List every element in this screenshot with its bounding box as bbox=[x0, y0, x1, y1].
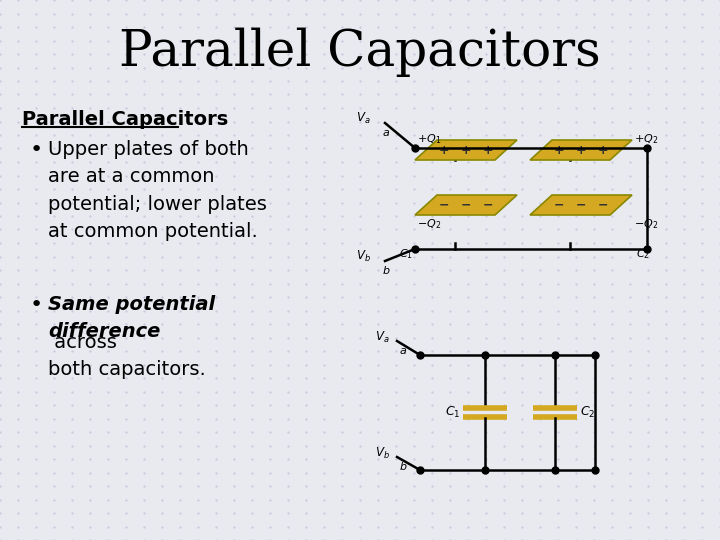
Text: −: − bbox=[483, 199, 494, 212]
Text: Upper plates of both
are at a common
potential; lower plates
at common potential: Upper plates of both are at a common pot… bbox=[48, 140, 267, 241]
Text: a: a bbox=[383, 128, 390, 138]
Text: •: • bbox=[30, 295, 43, 315]
Polygon shape bbox=[530, 140, 632, 160]
Text: −: − bbox=[598, 199, 608, 212]
Text: Parallel Capacitors: Parallel Capacitors bbox=[22, 110, 228, 129]
Text: across
both capacitors.: across both capacitors. bbox=[48, 333, 206, 379]
Text: −: − bbox=[461, 199, 472, 212]
Text: −: − bbox=[554, 199, 564, 212]
Text: $V_b$: $V_b$ bbox=[375, 446, 390, 461]
Text: $C_1$: $C_1$ bbox=[399, 247, 413, 261]
Text: b: b bbox=[400, 462, 407, 472]
Text: −: − bbox=[438, 199, 449, 212]
Text: $+Q_1$: $+Q_1$ bbox=[417, 132, 441, 146]
Text: $+Q_2$: $+Q_2$ bbox=[634, 132, 658, 146]
Text: $C_2$: $C_2$ bbox=[580, 405, 595, 420]
Text: $V_b$: $V_b$ bbox=[356, 248, 371, 264]
Text: −: − bbox=[576, 199, 586, 212]
Text: +: + bbox=[483, 144, 494, 157]
Polygon shape bbox=[415, 140, 517, 160]
Text: $C_2$: $C_2$ bbox=[636, 247, 650, 261]
Text: +: + bbox=[576, 144, 586, 157]
Text: $V_a$: $V_a$ bbox=[375, 329, 390, 345]
Text: b: b bbox=[383, 266, 390, 276]
Text: $C_1$: $C_1$ bbox=[444, 405, 460, 420]
Text: •: • bbox=[30, 140, 43, 160]
Polygon shape bbox=[415, 195, 517, 215]
Text: $-Q_2$: $-Q_2$ bbox=[417, 217, 441, 231]
Text: +: + bbox=[553, 144, 564, 157]
Text: Same potential
difference: Same potential difference bbox=[48, 295, 215, 341]
Text: a: a bbox=[400, 346, 407, 356]
Text: +: + bbox=[461, 144, 472, 157]
Text: +: + bbox=[438, 144, 449, 157]
Text: Parallel Capacitors: Parallel Capacitors bbox=[119, 28, 601, 77]
Polygon shape bbox=[530, 195, 632, 215]
Text: +: + bbox=[598, 144, 608, 157]
Text: $-Q_2$: $-Q_2$ bbox=[634, 217, 658, 231]
Text: $V_a$: $V_a$ bbox=[356, 111, 371, 126]
